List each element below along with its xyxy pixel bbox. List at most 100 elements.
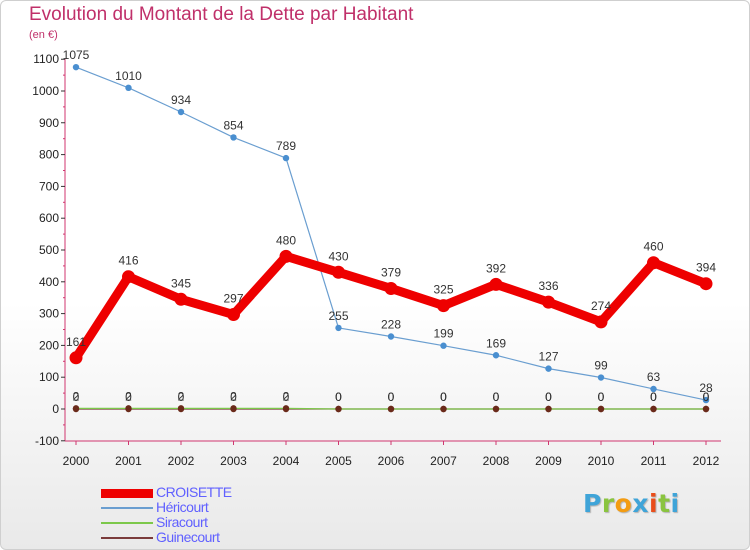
data-label-hericourt: 1075 bbox=[63, 48, 90, 62]
y-tick-label: 800 bbox=[39, 148, 59, 162]
data-point-croisette bbox=[384, 281, 398, 295]
data-label-hericourt: 934 bbox=[171, 93, 191, 107]
data-label-croisette: 430 bbox=[328, 249, 348, 263]
data-point-siracourt bbox=[597, 405, 605, 413]
data-point-hericourt bbox=[177, 108, 185, 116]
data-point-siracourt bbox=[545, 405, 552, 413]
x-tick-label: 2009 bbox=[535, 454, 562, 468]
legend-label-siracourt: Siracourt bbox=[156, 514, 208, 530]
data-label-siracourt: 2 bbox=[125, 389, 132, 403]
x-tick-label: 2011 bbox=[641, 454, 667, 468]
data-label-siracourt: 0 bbox=[493, 390, 500, 404]
data-point-croisette bbox=[174, 292, 188, 306]
legend-swatch-siracourt bbox=[101, 522, 153, 524]
data-label-croisette: 297 bbox=[223, 292, 243, 306]
data-point-siracourt bbox=[440, 405, 447, 413]
data-point-siracourt bbox=[282, 405, 290, 412]
data-label-guinecourt: 0 bbox=[335, 390, 342, 404]
data-point-croisette bbox=[122, 270, 135, 284]
data-point-croisette bbox=[332, 265, 345, 279]
data-point-siracourt bbox=[702, 405, 710, 413]
data-point-croisette bbox=[647, 256, 660, 270]
data-label-guinecourt: 0 bbox=[388, 390, 395, 404]
legend-label-guinecourt: Guinecourt bbox=[156, 529, 220, 545]
data-label-hericourt: 854 bbox=[223, 118, 243, 132]
data-point-croisette bbox=[69, 351, 83, 365]
x-tick-label: 2010 bbox=[588, 454, 615, 468]
data-label-guinecourt: 0 bbox=[283, 390, 290, 404]
data-label-siracourt: 2 bbox=[283, 389, 290, 403]
legend-swatch-hericourt bbox=[101, 507, 153, 509]
data-point-siracourt bbox=[650, 405, 657, 413]
data-label-guinecourt: 0 bbox=[73, 390, 80, 404]
data-label-guinecourt: 0 bbox=[178, 390, 185, 404]
x-tick-label: 2000 bbox=[63, 454, 90, 468]
data-point-hericourt bbox=[650, 385, 657, 393]
data-point-hericourt bbox=[335, 324, 342, 332]
data-point-hericourt bbox=[230, 134, 237, 141]
x-tick-label: 2012 bbox=[693, 454, 720, 468]
data-label-hericourt: 1010 bbox=[115, 69, 142, 83]
data-label-croisette: 336 bbox=[538, 279, 558, 293]
legend-label-croisette: CROISETTE bbox=[156, 484, 232, 500]
data-label-hericourt: 63 bbox=[647, 370, 661, 384]
x-tick-label: 2003 bbox=[220, 454, 247, 468]
data-point-siracourt bbox=[492, 405, 500, 413]
x-tick-label: 2004 bbox=[273, 454, 300, 468]
series-line-hericourt bbox=[75, 66, 707, 401]
data-label-croisette: 460 bbox=[643, 240, 663, 254]
data-label-siracourt: 2 bbox=[178, 389, 185, 403]
y-tick-label: 0 bbox=[52, 402, 59, 416]
data-point-hericourt bbox=[282, 154, 290, 162]
y-tick-label: 900 bbox=[39, 116, 59, 130]
data-label-guinecourt: 0 bbox=[125, 390, 132, 404]
data-label-hericourt: 228 bbox=[381, 317, 401, 331]
data-point-hericourt bbox=[492, 352, 500, 359]
y-tick-label: 1000 bbox=[32, 84, 59, 98]
data-point-croisette bbox=[594, 315, 608, 329]
data-label-guinecourt: 0 bbox=[703, 390, 710, 404]
x-tick-label: 2008 bbox=[483, 454, 510, 468]
data-point-croisette bbox=[489, 277, 503, 291]
x-tick-label: 2006 bbox=[378, 454, 405, 468]
legend-label-hericourt: Héricourt bbox=[156, 499, 209, 515]
x-tick-label: 2007 bbox=[430, 454, 457, 468]
data-point-siracourt bbox=[177, 405, 185, 412]
data-label-guinecourt: 0 bbox=[440, 390, 447, 404]
data-label-hericourt: 28 bbox=[699, 381, 713, 395]
data-point-hericourt bbox=[125, 84, 132, 92]
data-label-guinecourt: 0 bbox=[230, 390, 237, 404]
data-label-siracourt: 0 bbox=[545, 390, 552, 404]
data-point-siracourt bbox=[72, 405, 80, 412]
y-tick-label: 300 bbox=[39, 307, 59, 321]
y-tick-label: 200 bbox=[39, 338, 59, 352]
data-label-siracourt: 0 bbox=[650, 390, 657, 404]
data-label-croisette: 379 bbox=[381, 265, 401, 279]
proxiti-logo: Proxiti bbox=[583, 489, 680, 518]
data-point-hericourt bbox=[545, 365, 552, 372]
data-point-croisette bbox=[699, 277, 713, 291]
data-label-siracourt: 0 bbox=[598, 390, 605, 404]
x-tick-label: 2002 bbox=[168, 454, 195, 468]
data-label-hericourt: 99 bbox=[594, 359, 608, 373]
data-label-hericourt: 255 bbox=[328, 309, 348, 323]
x-tick-label: 2005 bbox=[325, 454, 352, 468]
data-point-siracourt bbox=[335, 405, 342, 413]
y-tick-label: -100 bbox=[35, 434, 59, 448]
data-point-croisette bbox=[437, 299, 450, 313]
chart-title: Evolution du Montant de la Dette par Hab… bbox=[29, 4, 414, 25]
data-label-croisette: 480 bbox=[276, 233, 296, 247]
data-point-siracourt bbox=[387, 405, 395, 413]
y-tick-label: 600 bbox=[39, 211, 59, 225]
data-label-guinecourt: 0 bbox=[650, 390, 657, 404]
data-label-guinecourt: 0 bbox=[493, 390, 500, 404]
data-point-hericourt bbox=[387, 333, 395, 340]
y-tick-label: 500 bbox=[39, 243, 59, 257]
data-label-croisette: 161 bbox=[66, 335, 86, 349]
data-label-siracourt: 0 bbox=[335, 390, 342, 404]
legend-swatch-croisette bbox=[101, 488, 153, 498]
data-label-hericourt: 199 bbox=[433, 327, 453, 341]
data-point-croisette bbox=[542, 295, 555, 309]
data-label-hericourt: 789 bbox=[276, 139, 296, 153]
